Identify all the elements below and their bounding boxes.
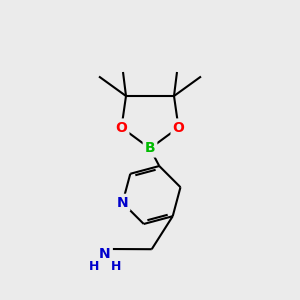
Text: H: H: [88, 260, 99, 274]
Text: O: O: [116, 121, 128, 134]
Text: O: O: [172, 121, 184, 134]
Text: H: H: [111, 260, 122, 274]
Text: N: N: [117, 196, 128, 210]
Text: B: B: [145, 142, 155, 155]
Text: N: N: [99, 247, 111, 260]
